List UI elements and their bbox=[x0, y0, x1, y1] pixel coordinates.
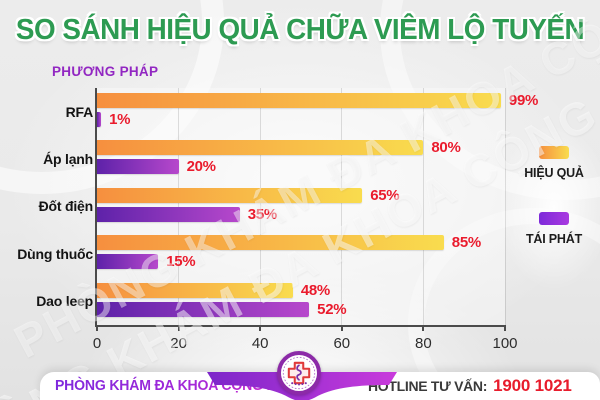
bar-hieu-qua-2 bbox=[97, 140, 424, 156]
bar-hieu-qua-5 bbox=[97, 282, 293, 298]
legend-label-1: HIỆU QUẢ bbox=[524, 166, 584, 180]
legend-item-2: TÁI PHÁT bbox=[521, 212, 587, 246]
bar-row-3-series-2: 35% bbox=[97, 205, 600, 223]
axis-tick-80 bbox=[422, 325, 425, 331]
gridline-40 bbox=[259, 88, 261, 325]
bar-tai-phat-5 bbox=[97, 301, 310, 317]
value-label-tai-phat-2: 20% bbox=[186, 158, 216, 176]
bar-row-2-series-1: 80% bbox=[97, 139, 600, 157]
bar-hieu-qua-1 bbox=[97, 93, 501, 108]
axis-tick-label-0: 0 bbox=[92, 335, 102, 352]
axis-tick-100 bbox=[504, 325, 506, 331]
chart-legend: HIỆU QUẢ TÁI PHÁT bbox=[521, 146, 587, 278]
legend-swatch-1 bbox=[539, 146, 569, 159]
value-label-hieu-qua-5: 48% bbox=[300, 281, 330, 299]
bar-hieu-qua-3 bbox=[97, 187, 363, 203]
value-label-hieu-qua-3: 65% bbox=[370, 186, 400, 204]
axis-tick-20 bbox=[177, 325, 180, 331]
value-label-tai-phat-4: 15% bbox=[166, 253, 196, 271]
legend-label-2: TÁI PHÁT bbox=[525, 232, 583, 246]
bar-row-4-series-1: 85% bbox=[97, 234, 600, 252]
axis-tick-40 bbox=[259, 325, 262, 331]
hotline-number: 1900 1021 bbox=[493, 376, 572, 395]
category-label-1: RFA bbox=[65, 103, 94, 120]
plot-area: % 02040608010099%1%80%20%65%35%85%15%48%… bbox=[93, 88, 538, 352]
bar-row-5-series-1: 48% bbox=[97, 281, 600, 299]
bar-row-1-series-1: 99% bbox=[97, 92, 600, 109]
clinic-logo-medical-emblem bbox=[277, 351, 321, 395]
axis-tick-label-80: 80 bbox=[415, 335, 432, 352]
bar-tai-phat-4 bbox=[97, 254, 159, 270]
value-label-hieu-qua-2: 80% bbox=[431, 139, 461, 157]
value-label-tai-phat-3: 35% bbox=[247, 205, 277, 223]
gridline-60 bbox=[341, 88, 343, 325]
category-label-3: Đốt điện bbox=[38, 198, 94, 215]
category-label-5: Dao leep bbox=[36, 293, 93, 310]
medical-cross-caduceus-icon bbox=[282, 356, 316, 390]
axis-tick-0 bbox=[96, 325, 98, 331]
bar-row-4-series-2: 15% bbox=[97, 253, 600, 271]
bar-row-5-series-2: 52% bbox=[97, 300, 600, 318]
value-label-hieu-qua-1: 99% bbox=[508, 92, 539, 109]
category-label-2: Áp lạnh bbox=[43, 151, 93, 168]
value-label-tai-phat-1: 1% bbox=[109, 111, 131, 128]
axis-tick-label-40: 40 bbox=[251, 335, 269, 352]
legend-swatch-2 bbox=[539, 212, 569, 225]
bar-tai-phat-2 bbox=[97, 159, 179, 175]
bar-row-1-series-2: 1% bbox=[97, 111, 600, 128]
value-label-hieu-qua-4: 85% bbox=[451, 234, 481, 252]
axis-tick-label-100: 100 bbox=[492, 335, 518, 352]
gridline-80 bbox=[422, 88, 424, 325]
value-label-tai-phat-5: 52% bbox=[317, 300, 347, 318]
axis-tick-label-60: 60 bbox=[333, 335, 351, 352]
hotline: HOTLINE TƯ VẤN: 1900 1021 bbox=[368, 372, 572, 400]
category-label-4: Dùng thuốc bbox=[17, 245, 93, 262]
page-title: SO SÁNH HIỆU QUẢ CHỮA VIÊM LỘ TUYẾN bbox=[15, 14, 585, 46]
axis-tick-60 bbox=[340, 325, 343, 331]
bar-hieu-qua-4 bbox=[97, 235, 444, 251]
legend-item-1: HIỆU QUẢ bbox=[521, 146, 587, 180]
bar-tai-phat-1 bbox=[97, 112, 102, 127]
y-axis-title: PHƯƠNG PHÁP bbox=[52, 64, 159, 79]
hotline-label: HOTLINE TƯ VẤN: bbox=[368, 378, 488, 394]
gridline-20 bbox=[178, 88, 180, 325]
bar-tai-phat-3 bbox=[97, 206, 240, 222]
axis-tick-label-20: 20 bbox=[170, 335, 187, 352]
